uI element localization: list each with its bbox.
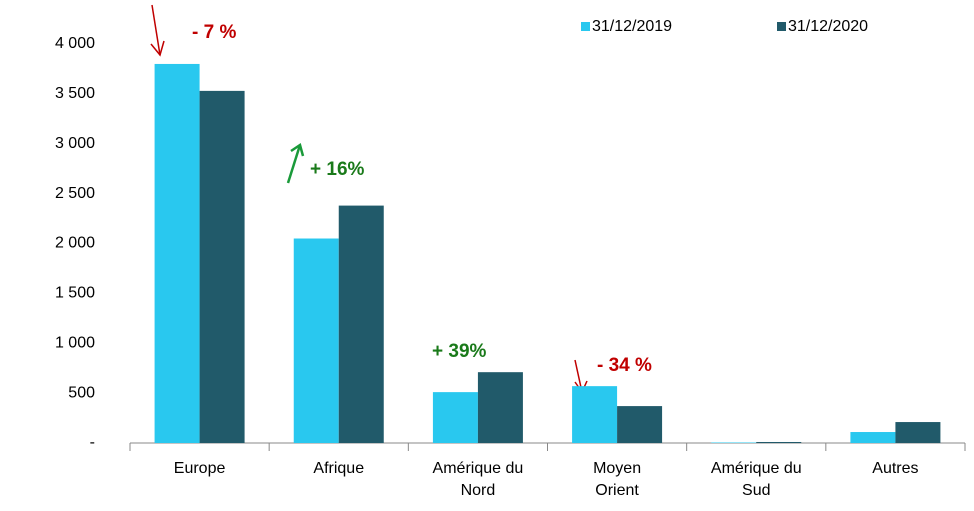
- annotation: - 7 %: [192, 22, 236, 43]
- bar: [617, 406, 663, 443]
- legend-swatch: [581, 22, 590, 31]
- bar: [154, 63, 200, 443]
- y-tick-label: -: [90, 434, 95, 451]
- y-tick-label: 1 000: [55, 334, 95, 351]
- legend-label: 31/12/2020: [788, 18, 868, 35]
- y-tick-label: 2 000: [55, 235, 95, 252]
- bar: [432, 392, 478, 443]
- x-tick-label: Europe: [173, 460, 226, 477]
- bar: [756, 442, 802, 443]
- bar: [199, 90, 245, 443]
- arrow-head: [290, 142, 305, 157]
- x-tick-label: Amérique du Sud: [710, 460, 802, 499]
- bar: [572, 386, 618, 443]
- y-tick-label: 500: [68, 384, 95, 401]
- legend-label: 31/12/2019: [592, 18, 672, 35]
- y-tick-label: 3 500: [55, 85, 95, 102]
- y-tick-label: 4 000: [55, 35, 95, 52]
- bar: [895, 422, 941, 443]
- x-tick-label: Amérique du Nord: [432, 460, 524, 499]
- annotation: + 16%: [310, 159, 365, 180]
- y-tick-label: 1 500: [55, 285, 95, 302]
- x-tick-label: Moyen Orient: [593, 460, 642, 499]
- arrow: [286, 144, 302, 184]
- annotation: - 34 %: [597, 355, 652, 376]
- bar: [338, 205, 384, 443]
- annotation: + 39%: [432, 341, 487, 362]
- legend-swatch: [777, 22, 786, 31]
- x-tick-label: Afrique: [313, 460, 365, 477]
- arrow: [151, 4, 161, 56]
- y-tick-label: 3 000: [55, 135, 95, 152]
- arrow-head: [150, 40, 165, 57]
- x-tick-label: Autres: [872, 460, 919, 477]
- bar: [850, 432, 896, 443]
- y-tick-label: 2 500: [55, 185, 95, 202]
- bar: [477, 372, 523, 443]
- bar: [293, 238, 339, 443]
